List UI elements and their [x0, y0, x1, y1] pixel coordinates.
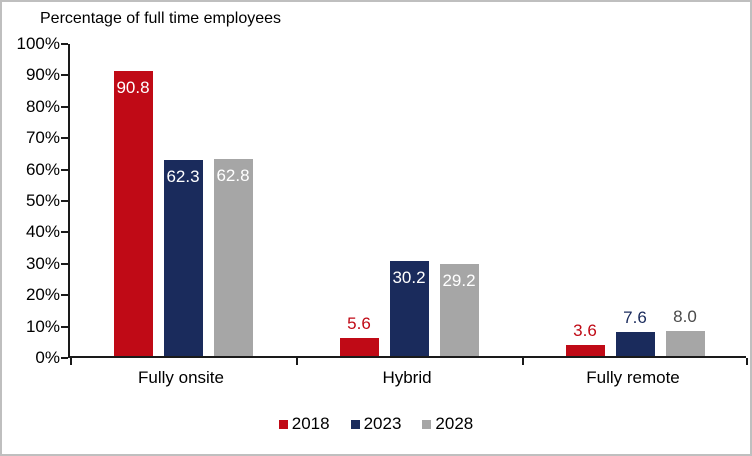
y-tick-label: 50% [25, 191, 60, 210]
y-axis-labels: 100% 90% 80% 70% 60% 50% 40% 30% 20% 10% 0% [2, 35, 62, 367]
bar-2018-fully-remote: 3.6 [565, 321, 605, 356]
bar-2028-fully-remote: 8.0 [665, 307, 705, 356]
x-axis-category-labels: Fully onsite Hybrid Fully remote [68, 368, 746, 388]
legend-swatch-icon [278, 419, 288, 429]
y-tick-label: 100% [16, 34, 60, 53]
y-tick-mark [61, 262, 68, 265]
y-tick-mark [61, 325, 68, 328]
y-tick-label: 30% [25, 253, 60, 273]
bar-value-label: 30.2 [392, 268, 426, 288]
y-tick-mark [61, 74, 68, 77]
bar-value-label: 3.6 [573, 320, 597, 340]
bar-value-label: 8.0 [673, 306, 697, 326]
y-tick-label: 0% [35, 348, 60, 367]
y-tick-label: 80% [25, 96, 60, 116]
bar-2028-fully-onsite: 62.8 [213, 158, 253, 356]
x-category-label: Fully remote [586, 368, 680, 387]
y-tick-mark [61, 231, 68, 234]
legend-item-2023: 2023 [350, 414, 402, 434]
y-tick-mark [61, 357, 68, 359]
bar-value-label: 7.6 [623, 308, 647, 328]
bar-2018-hybrid: 5.6 [339, 314, 379, 356]
x-category-label: Fully onsite [138, 368, 224, 387]
bar-value-label: 90.8 [116, 77, 150, 97]
bar-2023-hybrid: 30.2 [389, 261, 429, 356]
y-tick-label: 70% [25, 128, 60, 148]
plot-area: 90.8 62.3 62.8 5.6 30.2 29.2 3.6 7.6 8.0 [61, 43, 748, 365]
y-tick-label: 10% [25, 316, 60, 336]
legend-label: 2023 [363, 414, 402, 433]
bar-value-label: 29.2 [442, 271, 476, 291]
legend-swatch-icon [350, 419, 360, 429]
bar-value-label: 5.6 [347, 314, 371, 334]
legend-item-2028: 2028 [422, 414, 473, 434]
y-tick-mark [61, 294, 68, 297]
x-tick-mark [296, 358, 298, 365]
legend: 2018 2023 2028 [2, 414, 750, 434]
bar-2023-fully-remote: 7.6 [615, 308, 655, 356]
bar-group-fully-remote: 3.6 7.6 8.0 [522, 44, 748, 356]
bar-value-label: 62.8 [216, 165, 250, 185]
y-tick-label: 20% [25, 285, 60, 305]
x-tick-mark [746, 358, 748, 365]
y-tick-mark [61, 200, 68, 202]
chart-title: Percentage of full time employees [40, 10, 282, 27]
y-tick-mark [61, 105, 68, 108]
y-tick-mark [61, 137, 68, 140]
bar-2023-fully-onsite: 62.3 [163, 160, 203, 356]
bar-group-fully-onsite: 90.8 62.3 62.8 [70, 44, 296, 356]
bar-2018-fully-onsite: 90.8 [113, 70, 153, 356]
y-tick-mark [61, 43, 68, 45]
x-category-label: Hybrid [382, 368, 432, 387]
x-tick-mark [522, 358, 524, 365]
y-tick-label: 60% [25, 159, 60, 179]
legend-label: 2028 [435, 414, 474, 433]
y-tick-label: 40% [25, 222, 60, 242]
bar-2028-hybrid: 29.2 [439, 264, 479, 356]
bar-value-label: 62.3 [166, 167, 200, 187]
legend-label: 2018 [291, 414, 330, 433]
y-tick-mark [61, 168, 68, 171]
bar-group-hybrid: 5.6 30.2 29.2 [296, 44, 522, 356]
x-tick-mark [70, 358, 72, 365]
y-tick-label: 90% [25, 65, 60, 85]
legend-item-2018: 2018 [278, 414, 330, 434]
legend-swatch-icon [422, 419, 432, 429]
